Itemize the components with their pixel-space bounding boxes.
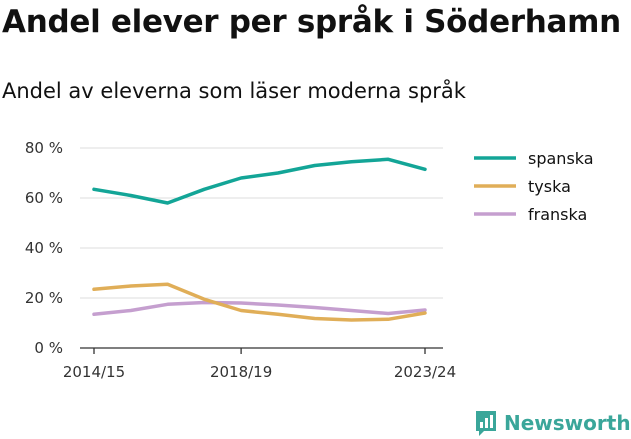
x-tick-label: 2014/15 bbox=[63, 363, 125, 381]
series-line-tyska bbox=[92, 282, 427, 322]
series-line-franska bbox=[92, 300, 427, 317]
legend-label: tyska bbox=[528, 177, 571, 196]
x-tick-label: 2023/24 bbox=[394, 363, 456, 381]
series-lines bbox=[92, 157, 427, 322]
legend: spanska tyska franska bbox=[474, 149, 594, 224]
y-tick-label: 80 % bbox=[25, 139, 63, 157]
x-axis: 2014/15 2018/19 2023/24 bbox=[63, 348, 456, 381]
legend-label: franska bbox=[528, 205, 587, 224]
chart-subtitle: Andel av eleverna som läser moderna språ… bbox=[2, 79, 466, 103]
legend-label: spanska bbox=[528, 149, 594, 168]
newsworthy-logo: Newsworthy bbox=[474, 408, 631, 438]
y-tick-label: 20 % bbox=[25, 289, 63, 307]
series-line-spanska bbox=[92, 157, 427, 205]
y-tick-label: 60 % bbox=[25, 189, 63, 207]
x-tick-label: 2018/19 bbox=[210, 363, 272, 381]
y-tick-label: 0 % bbox=[34, 339, 63, 357]
chart-title: Andel elever per språk i Söderhamn bbox=[2, 4, 621, 40]
y-tick-label: 40 % bbox=[25, 239, 63, 257]
newsworthy-logo-icon bbox=[476, 411, 496, 436]
y-axis-ticks: 0 % 20 % 40 % 60 % 80 % bbox=[25, 139, 63, 357]
brand-name: Newsworthy bbox=[504, 411, 631, 435]
